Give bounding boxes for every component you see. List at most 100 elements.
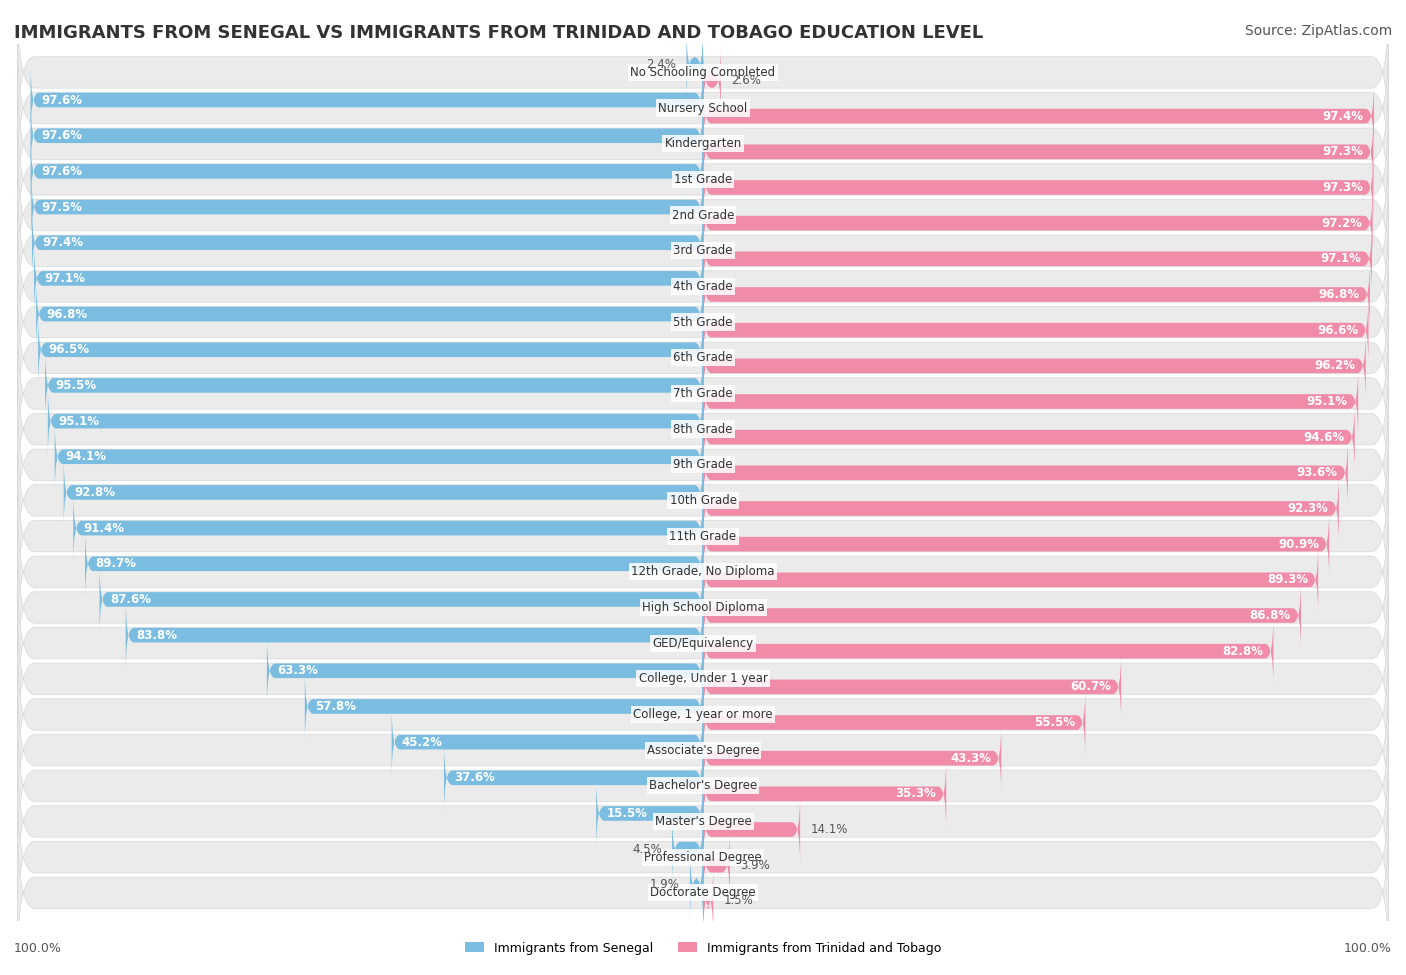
Text: 96.2%: 96.2% xyxy=(1315,360,1355,372)
FancyBboxPatch shape xyxy=(703,366,1358,437)
Text: 2nd Grade: 2nd Grade xyxy=(672,209,734,221)
Text: 9th Grade: 9th Grade xyxy=(673,458,733,471)
Text: College, 1 year or more: College, 1 year or more xyxy=(633,708,773,721)
Text: 100.0%: 100.0% xyxy=(1344,943,1392,956)
FancyBboxPatch shape xyxy=(31,136,703,207)
Text: 89.7%: 89.7% xyxy=(96,558,136,570)
FancyBboxPatch shape xyxy=(48,385,703,456)
FancyBboxPatch shape xyxy=(100,564,703,635)
Text: 6th Grade: 6th Grade xyxy=(673,351,733,365)
Text: 91.4%: 91.4% xyxy=(83,522,125,534)
FancyBboxPatch shape xyxy=(703,651,1121,722)
Text: Nursery School: Nursery School xyxy=(658,101,748,115)
Text: 97.3%: 97.3% xyxy=(1322,145,1362,158)
Text: Master's Degree: Master's Degree xyxy=(655,815,751,828)
Text: 2.6%: 2.6% xyxy=(731,74,761,87)
FancyBboxPatch shape xyxy=(17,427,1389,574)
FancyBboxPatch shape xyxy=(703,223,1372,294)
Text: College, Under 1 year: College, Under 1 year xyxy=(638,673,768,685)
FancyBboxPatch shape xyxy=(703,687,1085,758)
Text: 94.1%: 94.1% xyxy=(65,450,105,463)
Text: 95.1%: 95.1% xyxy=(1306,395,1348,408)
FancyBboxPatch shape xyxy=(703,830,730,901)
Text: 63.3%: 63.3% xyxy=(277,664,318,678)
FancyBboxPatch shape xyxy=(17,356,1389,502)
Text: 90.9%: 90.9% xyxy=(1278,537,1319,551)
FancyBboxPatch shape xyxy=(690,849,703,920)
Text: 15.5%: 15.5% xyxy=(606,807,648,820)
FancyBboxPatch shape xyxy=(55,421,703,492)
Text: 93.6%: 93.6% xyxy=(1296,466,1337,480)
Text: 12th Grade, No Diploma: 12th Grade, No Diploma xyxy=(631,566,775,578)
Text: IMMIGRANTS FROM SENEGAL VS IMMIGRANTS FROM TRINIDAD AND TOBAGO EDUCATION LEVEL: IMMIGRANTS FROM SENEGAL VS IMMIGRANTS FR… xyxy=(14,24,983,42)
Text: 97.3%: 97.3% xyxy=(1322,181,1362,194)
Text: 96.5%: 96.5% xyxy=(48,343,90,356)
FancyBboxPatch shape xyxy=(17,463,1389,609)
Text: 55.5%: 55.5% xyxy=(1033,716,1076,729)
Text: 97.6%: 97.6% xyxy=(41,165,82,177)
FancyBboxPatch shape xyxy=(392,707,703,778)
FancyBboxPatch shape xyxy=(703,259,1369,330)
Text: Bachelor's Degree: Bachelor's Degree xyxy=(650,779,756,793)
FancyBboxPatch shape xyxy=(672,814,703,884)
FancyBboxPatch shape xyxy=(17,141,1389,289)
FancyBboxPatch shape xyxy=(703,473,1339,544)
Text: Doctorate Degree: Doctorate Degree xyxy=(650,886,756,899)
Text: 94.6%: 94.6% xyxy=(1303,431,1344,444)
Text: GED/Equivalency: GED/Equivalency xyxy=(652,637,754,649)
Text: 100.0%: 100.0% xyxy=(14,943,62,956)
FancyBboxPatch shape xyxy=(17,498,1389,645)
FancyBboxPatch shape xyxy=(32,208,703,278)
FancyBboxPatch shape xyxy=(17,391,1389,538)
FancyBboxPatch shape xyxy=(63,457,703,527)
FancyBboxPatch shape xyxy=(17,748,1389,895)
FancyBboxPatch shape xyxy=(17,713,1389,859)
FancyBboxPatch shape xyxy=(596,778,703,849)
FancyBboxPatch shape xyxy=(73,492,703,564)
FancyBboxPatch shape xyxy=(45,350,703,421)
FancyBboxPatch shape xyxy=(17,569,1389,717)
FancyBboxPatch shape xyxy=(703,722,1001,794)
FancyBboxPatch shape xyxy=(31,172,703,243)
FancyBboxPatch shape xyxy=(703,866,713,936)
FancyBboxPatch shape xyxy=(703,402,1355,473)
FancyBboxPatch shape xyxy=(84,528,703,600)
Text: 3rd Grade: 3rd Grade xyxy=(673,245,733,257)
Text: 97.6%: 97.6% xyxy=(41,130,82,142)
FancyBboxPatch shape xyxy=(125,600,703,671)
Text: 45.2%: 45.2% xyxy=(402,735,443,749)
Text: 4th Grade: 4th Grade xyxy=(673,280,733,292)
FancyBboxPatch shape xyxy=(17,34,1389,181)
Text: 57.8%: 57.8% xyxy=(315,700,356,713)
FancyBboxPatch shape xyxy=(31,64,703,136)
Text: High School Diploma: High School Diploma xyxy=(641,601,765,614)
FancyBboxPatch shape xyxy=(703,794,800,865)
FancyBboxPatch shape xyxy=(17,819,1389,966)
Text: 95.5%: 95.5% xyxy=(55,379,97,392)
Text: 97.4%: 97.4% xyxy=(42,236,83,250)
Text: 97.1%: 97.1% xyxy=(1320,253,1361,265)
Text: 1.5%: 1.5% xyxy=(724,894,754,908)
Text: 82.8%: 82.8% xyxy=(1222,644,1263,658)
Text: 97.1%: 97.1% xyxy=(45,272,86,285)
FancyBboxPatch shape xyxy=(17,534,1389,681)
FancyBboxPatch shape xyxy=(17,177,1389,325)
Text: 95.1%: 95.1% xyxy=(58,414,100,428)
Text: 5th Grade: 5th Grade xyxy=(673,316,733,329)
Text: 92.3%: 92.3% xyxy=(1288,502,1329,515)
Text: 97.4%: 97.4% xyxy=(1323,109,1364,123)
FancyBboxPatch shape xyxy=(703,544,1319,615)
FancyBboxPatch shape xyxy=(17,285,1389,431)
FancyBboxPatch shape xyxy=(305,671,703,742)
FancyBboxPatch shape xyxy=(703,615,1274,686)
FancyBboxPatch shape xyxy=(17,605,1389,753)
Text: 96.8%: 96.8% xyxy=(1319,288,1360,301)
Text: 11th Grade: 11th Grade xyxy=(669,529,737,543)
Text: 97.2%: 97.2% xyxy=(1322,216,1362,230)
Text: Kindergarten: Kindergarten xyxy=(665,137,741,150)
Text: 89.3%: 89.3% xyxy=(1267,573,1308,586)
FancyBboxPatch shape xyxy=(444,742,703,813)
FancyBboxPatch shape xyxy=(703,438,1348,508)
FancyBboxPatch shape xyxy=(17,70,1389,217)
Text: 35.3%: 35.3% xyxy=(896,788,936,800)
